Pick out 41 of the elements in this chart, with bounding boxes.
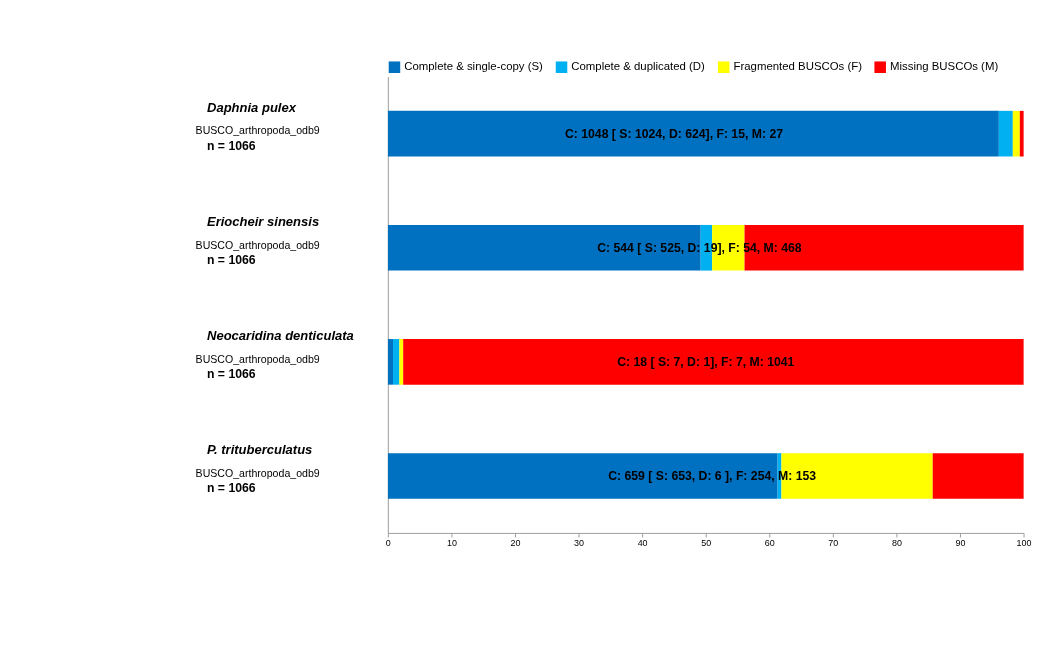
bar xyxy=(387,110,999,157)
bar xyxy=(744,224,1024,271)
bar xyxy=(387,224,701,271)
bar xyxy=(1012,110,1020,157)
y-tick-label: Eriocheir sinensis xyxy=(207,213,320,229)
x-tick-label: 60 xyxy=(764,538,775,549)
y-tick-label: P. trituberculatus xyxy=(207,441,313,457)
x-tick-label: 80 xyxy=(891,538,902,549)
legend-label: Missing BUSCOs (M) xyxy=(889,60,999,73)
bar xyxy=(403,339,1024,385)
x-tick-label: 50 xyxy=(701,538,712,549)
text: BUSCO_arthropoda_odb9 xyxy=(195,466,320,479)
bar xyxy=(399,339,404,385)
text: n = 1066 xyxy=(207,253,256,268)
bar xyxy=(998,110,1013,157)
legend-label: Complete & single-copy (S) xyxy=(404,60,544,73)
bar xyxy=(387,453,778,499)
y-tick-label: Neocaridina denticulata xyxy=(207,327,354,343)
x-tick-label: 20 xyxy=(510,538,521,549)
text: BUSCO_arthropoda_odb9 xyxy=(195,238,320,251)
legend-label: Fragmented BUSCOs (F) xyxy=(733,60,863,73)
text: n = 1066 xyxy=(207,367,256,382)
bar xyxy=(387,339,394,385)
bar xyxy=(1019,110,1024,157)
x-tick-label: 70 xyxy=(828,538,839,549)
legend-label: Complete & duplicated (D) xyxy=(571,60,706,73)
annotation: C: 18 [ S: 7, D: 1], F: 7, M: 1041 xyxy=(617,354,795,369)
x-tick-label: 10 xyxy=(446,538,457,549)
text: n = 1066 xyxy=(207,481,256,496)
x-tick-label: 100 xyxy=(1016,538,1032,549)
bar xyxy=(932,453,1024,499)
x-tick-label: 30 xyxy=(574,538,585,549)
annotation: C: 1048 [ S: 1024, D: 624], F: 15, M: 27 xyxy=(565,126,784,141)
text: BUSCO_arthropoda_odb9 xyxy=(195,352,320,365)
text: BUSCO_arthropoda_odb9 xyxy=(195,124,320,137)
bar xyxy=(393,339,400,385)
text: n = 1066 xyxy=(207,138,256,153)
x-tick-label: 0 xyxy=(385,538,391,549)
x-tick-label: 40 xyxy=(637,538,648,549)
y-tick-label: Daphnia pulex xyxy=(207,99,297,115)
x-tick-label: 90 xyxy=(955,538,966,549)
